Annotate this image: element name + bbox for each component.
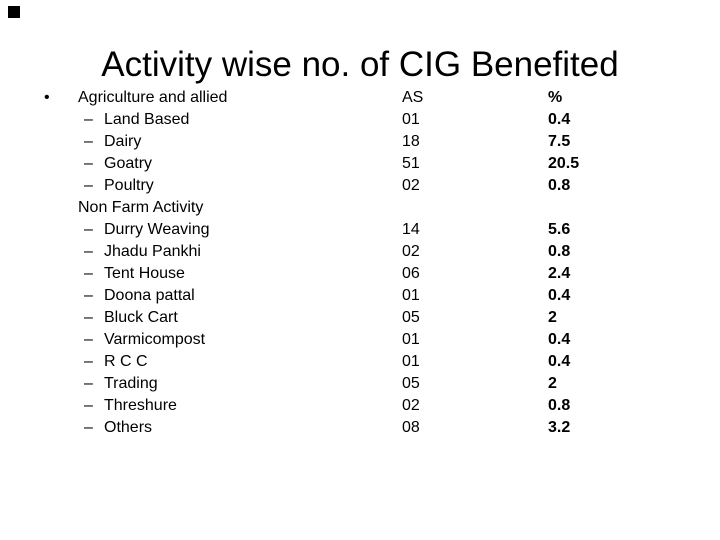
- as-value: 14: [402, 221, 420, 238]
- as-value: 01: [402, 353, 420, 370]
- activity-label: Durry Weaving: [104, 221, 210, 238]
- table-row: – Doona pattal 01 0.4: [0, 285, 720, 307]
- pct-value: 0.4: [548, 111, 571, 128]
- activity-label: Bluck Cart: [104, 309, 178, 326]
- pct-value: 0.4: [548, 287, 571, 304]
- table-row: – Others 08 3.2: [0, 417, 720, 439]
- as-value: 51: [402, 155, 420, 172]
- dash-icon: –: [84, 397, 93, 414]
- as-value: 01: [402, 111, 420, 128]
- as-value: 18: [402, 133, 420, 150]
- table-row: – Durry Weaving 14 5.6: [0, 219, 720, 241]
- slide-title: Activity wise no. of CIG Benefited: [101, 45, 619, 84]
- as-value: AS: [402, 89, 424, 106]
- dash-icon: –: [84, 155, 93, 172]
- dash-icon: –: [84, 111, 93, 128]
- pct-value: 2: [548, 309, 557, 326]
- dash-icon: –: [84, 375, 93, 392]
- pct-value: 0.8: [548, 243, 571, 260]
- activity-label: Poultry: [104, 177, 154, 194]
- corner-marker-icon: [8, 6, 20, 18]
- activity-label: Trading: [104, 375, 158, 392]
- table-row: – Bluck Cart 05 2: [0, 307, 720, 329]
- pct-value: 0.8: [548, 177, 571, 194]
- as-value: 08: [402, 419, 420, 436]
- table-row: – Jhadu Pankhi 02 0.8: [0, 241, 720, 263]
- bullet-icon: •: [44, 89, 50, 106]
- pct-value: 2.4: [548, 265, 571, 282]
- dash-icon: –: [84, 419, 93, 436]
- activity-label: Varmicompost: [104, 331, 206, 348]
- dash-icon: –: [84, 177, 93, 194]
- pct-value: 3.2: [548, 419, 571, 436]
- as-value: 02: [402, 397, 420, 414]
- dash-icon: –: [84, 243, 93, 260]
- activity-label: Threshure: [104, 397, 177, 414]
- activity-label: R C C: [104, 353, 148, 370]
- as-value: 06: [402, 265, 420, 282]
- as-value: 02: [402, 177, 420, 194]
- table-row: – Trading 05 2: [0, 373, 720, 395]
- table-row: – Threshure 02 0.8: [0, 395, 720, 417]
- dash-icon: –: [84, 353, 93, 370]
- dash-icon: –: [84, 287, 93, 304]
- activity-label: Dairy: [104, 133, 142, 150]
- activity-label: Agriculture and allied: [78, 89, 228, 106]
- activity-label: Others: [104, 419, 153, 436]
- table-row: – R C C 01 0.4: [0, 351, 720, 373]
- dash-icon: –: [84, 133, 93, 150]
- dash-icon: –: [84, 221, 93, 238]
- dash-icon: –: [84, 309, 93, 326]
- pct-value: %: [548, 89, 563, 106]
- table-row: – Goatry 51 20.5: [0, 153, 720, 175]
- table-row: Non Farm Activity: [0, 197, 720, 219]
- pct-value: 0.4: [548, 353, 571, 370]
- activity-table: • Agriculture and allied AS % – Land Bas…: [0, 87, 720, 439]
- as-value: 05: [402, 375, 420, 392]
- pct-value: 7.5: [548, 133, 571, 150]
- dash-icon: –: [84, 331, 93, 348]
- table-row: – Tent House 06 2.4: [0, 263, 720, 285]
- activity-label: Doona pattal: [104, 287, 195, 304]
- table-row: – Land Based 01 0.4: [0, 109, 720, 131]
- as-value: 01: [402, 287, 420, 304]
- table-row: • Agriculture and allied AS %: [0, 87, 720, 109]
- activity-label: Jhadu Pankhi: [104, 243, 201, 260]
- as-value: 02: [402, 243, 420, 260]
- table-row: – Dairy 18 7.5: [0, 131, 720, 153]
- as-value: 05: [402, 309, 420, 326]
- activity-label: Land Based: [104, 111, 190, 128]
- activity-label: Tent House: [104, 265, 185, 282]
- pct-value: 5.6: [548, 221, 571, 238]
- pct-value: 20.5: [548, 155, 580, 172]
- pct-value: 0.4: [548, 331, 571, 348]
- as-value: 01: [402, 331, 420, 348]
- activity-label: Non Farm Activity: [78, 199, 204, 216]
- dash-icon: –: [84, 265, 93, 282]
- table-row: – Poultry 02 0.8: [0, 175, 720, 197]
- pct-value: 2: [548, 375, 557, 392]
- table-row: – Varmicompost 01 0.4: [0, 329, 720, 351]
- activity-label: Goatry: [104, 155, 153, 172]
- pct-value: 0.8: [548, 397, 571, 414]
